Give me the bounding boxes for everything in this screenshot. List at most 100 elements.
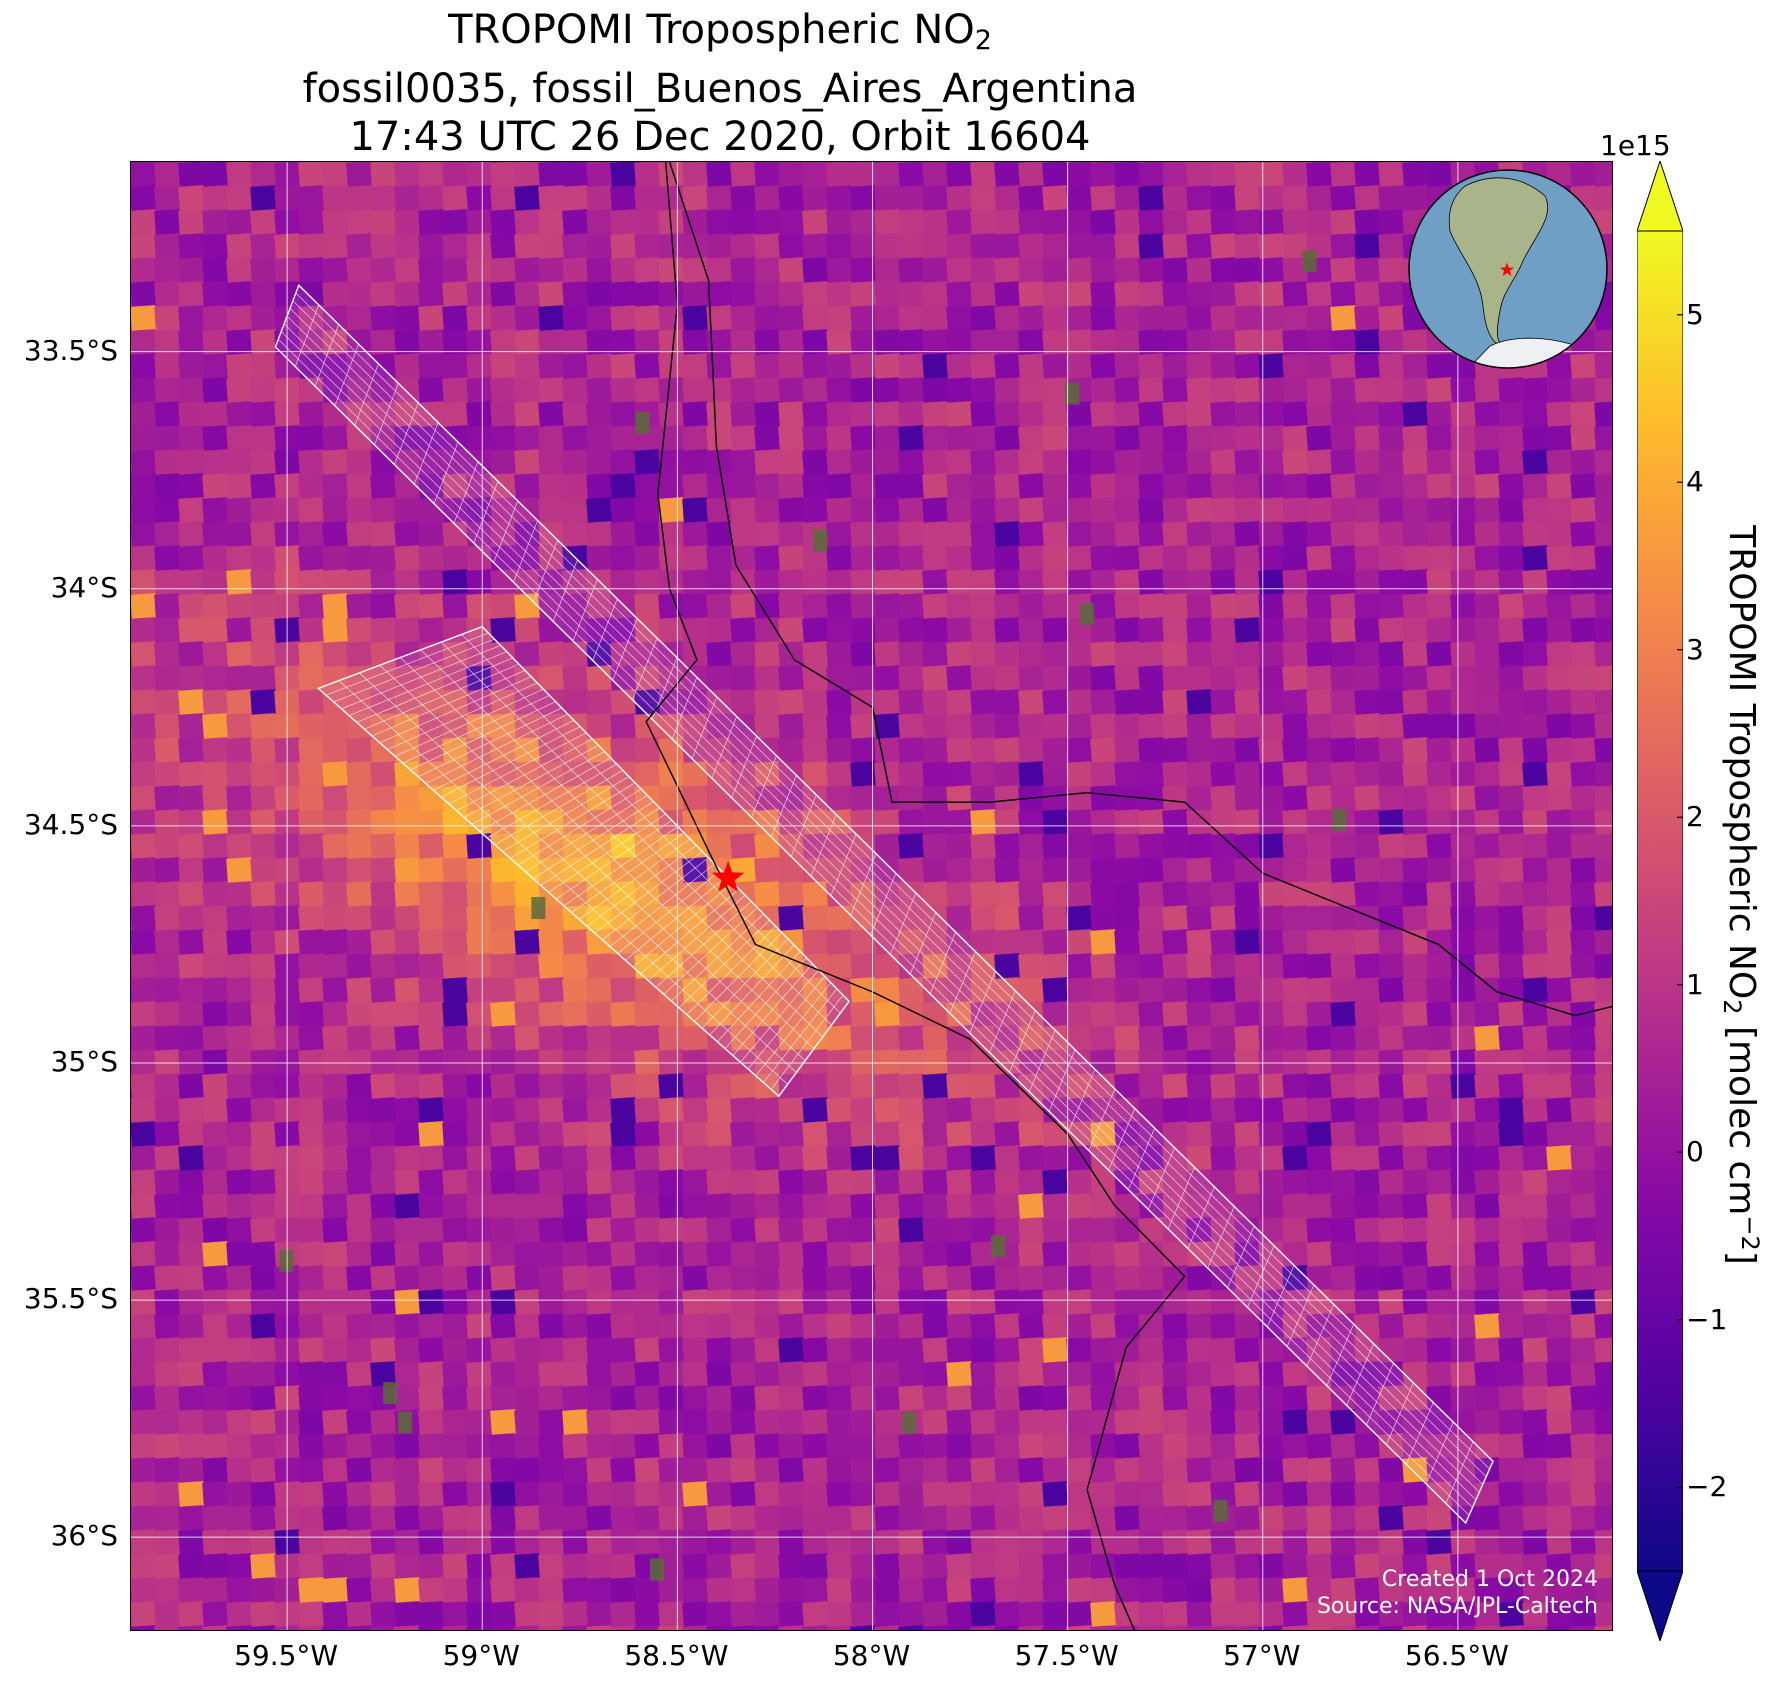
no2-pixel [370,473,397,500]
no2-pixel [1282,1121,1309,1148]
no2-pixel [1138,1553,1165,1580]
no2-pixel [1402,425,1429,452]
no2-pixel [1498,1289,1525,1316]
no2-pixel [706,473,733,500]
no2-pixel [1234,162,1261,188]
no2-pixel [466,329,493,356]
no2-pixel [466,953,493,980]
no2-pixel [226,1361,253,1388]
no2-pixel [1354,713,1381,740]
no2-pixel [754,1097,781,1124]
no2-pixel [466,617,493,644]
no2-pixel [1114,1025,1141,1052]
no2-pixel [1306,1025,1333,1052]
no2-pixel [1306,1169,1333,1196]
no2-pixel [802,1193,829,1220]
no2-pixel [178,809,205,836]
no2-pixel [730,1313,757,1340]
no2-pixel [202,665,229,692]
no2-pixel [1426,1361,1453,1388]
no2-pixel [586,689,613,716]
no2-pixel [1114,545,1141,572]
no2-pixel [226,617,253,644]
no2-pixel [850,353,877,380]
no2-pixel [1018,953,1045,980]
no2-pixel [346,1145,373,1172]
no2-pixel [202,305,229,332]
no2-pixel [1354,809,1381,836]
no2-pixel [730,1577,757,1604]
no2-pixel [538,665,565,692]
no2-pixel [1210,521,1237,548]
no2-pixel [1018,1193,1045,1220]
no2-pixel [1498,1481,1525,1508]
no2-pixel [178,1457,205,1484]
no2-pixel [131,1553,157,1580]
no2-pixel [658,833,685,860]
no2-pixel [874,1409,901,1436]
no2-pixel [1234,305,1261,332]
no2-pixel [706,689,733,716]
no2-pixel [874,1361,901,1388]
no2-pixel [1594,545,1612,572]
no2-pixel [1570,1457,1597,1484]
no2-pixel [178,257,205,284]
no2-pixel [874,905,901,932]
no2-pixel [514,1241,541,1268]
no2-pixel [994,1097,1021,1124]
no2-pixel [658,1553,685,1580]
no2-pixel [1354,1193,1381,1220]
no2-pixel [730,1121,757,1148]
no2-pixel [610,1457,637,1484]
no2-pixel [658,1289,685,1316]
no2-pixel [1426,377,1453,404]
no2-pixel [1258,1553,1285,1580]
no2-pixel [1594,977,1612,1004]
no2-pixel [1450,449,1477,476]
no2-pixel [490,905,517,932]
no2-pixel [1498,905,1525,932]
no2-pixel [202,449,229,476]
no2-pixel [1474,449,1501,476]
no2-pixel [682,281,709,308]
no2-pixel [1042,1481,1069,1508]
no2-pixel [154,977,181,1004]
no2-pixel [610,1265,637,1292]
no2-pixel [778,1409,805,1436]
no2-pixel [1234,1361,1261,1388]
no2-pixel [154,257,181,284]
no2-pixel [1522,1049,1549,1076]
coastline-southwest [645,162,1186,1630]
no2-pixel [466,881,493,908]
no2-pixel [802,857,829,884]
no2-pixel [1354,737,1381,764]
no2-pixel [1186,977,1213,1004]
no2-pixel [226,209,253,236]
no2-pixel [1426,1073,1453,1100]
no2-pixel [1474,689,1501,716]
no2-pixel [850,833,877,860]
no2-pixel [922,665,949,692]
no2-pixel [1066,953,1093,980]
no2-pixel [250,617,277,644]
no2-pixel [586,1433,613,1460]
no2-pixel [970,1385,997,1412]
no2-pixel [754,353,781,380]
no2-pixel [154,449,181,476]
no2-pixel [538,1529,565,1556]
no2-pixel [226,761,253,788]
no2-pixel [610,1409,637,1436]
no2-pixel [1546,1145,1573,1172]
map-canvas[interactable] [131,162,1613,1631]
no2-pixel [1306,1121,1333,1148]
no2-pixel [346,1073,373,1100]
no2-pixel [154,1025,181,1052]
no2-pixel [154,785,181,812]
no2-pixel [634,1433,661,1460]
no2-pixel [946,1289,973,1316]
no2-pixel [1594,473,1612,500]
no2-pixel [826,377,853,404]
no2-pixel [466,1145,493,1172]
map-panel[interactable]: Created 1 Oct 2024 Source: NASA/JPL-Calt… [130,161,1613,1631]
no2-pixel [370,785,397,812]
